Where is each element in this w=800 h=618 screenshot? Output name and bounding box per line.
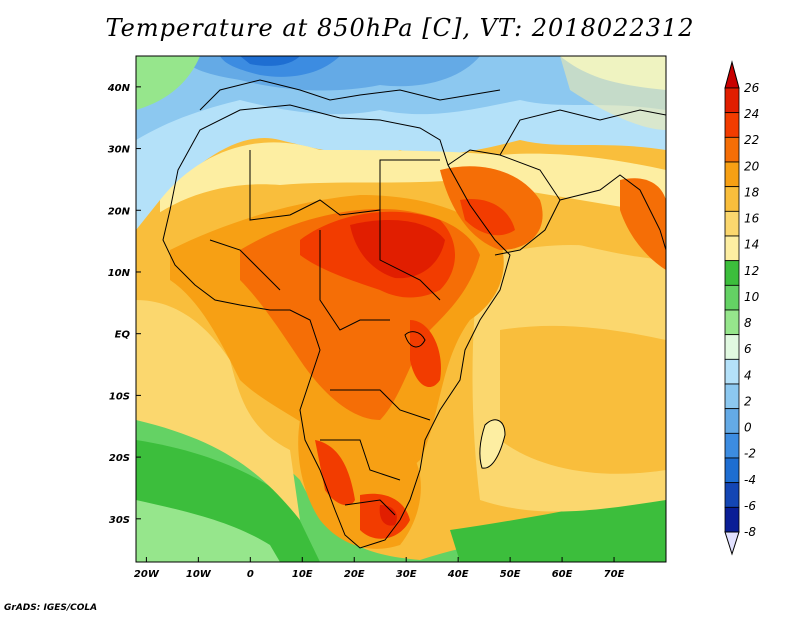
colorbar-level-label: 14 — [744, 238, 759, 252]
lon-tick-label: 10E — [292, 569, 313, 580]
lat-tick-label: 20S — [109, 453, 130, 464]
temperature-field — [136, 56, 666, 562]
colorbar-swatch — [724, 87, 740, 114]
lon-tick-label: 60E — [552, 569, 573, 580]
colorbar-swatch — [724, 432, 740, 459]
lon-tick-label: 20W — [134, 569, 160, 580]
lat-tick-label: 20N — [108, 206, 131, 217]
lon-tick-label: 30E — [396, 569, 417, 580]
colorbar-level-label: 10 — [744, 290, 760, 304]
colorbar-level-label: -8 — [744, 525, 756, 539]
colorbar-swatch — [724, 334, 740, 360]
colorbar-level-label: 0 — [744, 421, 752, 435]
colorbar-swatch — [724, 482, 740, 508]
colorbar-level-label: -2 — [744, 447, 756, 461]
lat-tick-label: 30N — [108, 145, 131, 156]
map-title: Temperature at 850hPa [C], VT: 201802231… — [105, 14, 695, 42]
lon-tick-label: 70E — [604, 569, 625, 580]
colorbar-level-label: 24 — [744, 107, 759, 121]
lat-tick-label: 30S — [109, 515, 130, 526]
lon-tick-label: 0 — [247, 569, 254, 580]
lat-tick-label: EQ — [115, 330, 131, 341]
colorbar-swatch — [724, 383, 740, 410]
colorbar-level-label: 16 — [744, 212, 760, 226]
colorbar-level-label: 8 — [744, 316, 752, 330]
lon-tick-label: 50E — [500, 569, 521, 580]
colorbar-swatch — [724, 260, 740, 286]
colorbar-swatch — [724, 186, 740, 212]
lon-tick-label: 20E — [344, 569, 365, 580]
colorbar-level-label: 12 — [744, 264, 759, 278]
colorbar-level-label: 2 — [744, 394, 752, 408]
colorbar-level-label: -6 — [744, 499, 756, 513]
colorbar-level-label: 6 — [744, 342, 752, 356]
colorbar-swatch — [724, 309, 740, 336]
colorbar-level-label: 20 — [744, 159, 760, 173]
colorbar-level-label: 22 — [744, 133, 759, 147]
colorbar-swatch — [724, 408, 740, 434]
colorbar-swatch — [724, 235, 740, 262]
longitude-ticks: 20W 10W 0 10E 20E 30E 40E 50E 60E 70E — [134, 557, 625, 580]
lat-tick-label: 10S — [109, 391, 130, 402]
colorbar-level-label: 26 — [744, 81, 760, 95]
colorbar-swatch — [724, 112, 740, 138]
lon-tick-label: 10W — [186, 569, 212, 580]
colorbar-swatch — [724, 284, 740, 311]
colorbar-level-label: 18 — [744, 185, 760, 199]
lon-tick-label: 40E — [447, 569, 469, 580]
lat-tick-label: 10N — [108, 268, 131, 279]
latitude-ticks: 40N 30N 20N 10N EQ 10S 20S 30S — [107, 83, 141, 526]
colorbar-swatch — [724, 506, 740, 533]
colorbar-swatch — [724, 457, 740, 484]
colorbar-swatch — [724, 161, 740, 188]
lat-tick-label: 40N — [107, 83, 131, 94]
plot-frame — [135, 55, 667, 563]
colorbar-level-label: -4 — [744, 473, 756, 487]
colorbar-bottom-arrow — [724, 531, 740, 556]
colorbar-swatch — [724, 358, 740, 385]
colorbar-swatch — [724, 210, 740, 237]
colorbar-top-arrow — [724, 60, 740, 89]
grads-credit: GrADS: IGES/COLA — [4, 603, 98, 613]
colorbar-swatch — [724, 136, 740, 163]
colorbar-level-label: 4 — [744, 368, 752, 382]
